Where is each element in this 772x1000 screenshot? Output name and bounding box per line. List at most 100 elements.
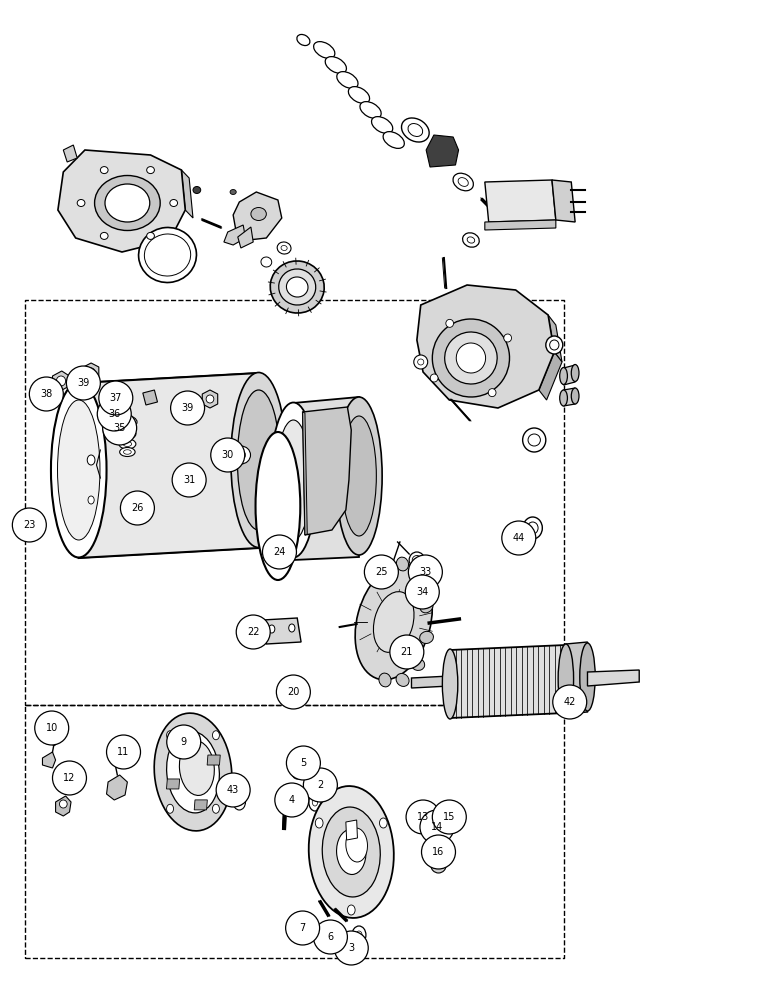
Polygon shape [539,352,562,400]
Ellipse shape [456,343,486,373]
Ellipse shape [418,582,424,588]
Ellipse shape [170,200,178,207]
Circle shape [303,768,337,802]
Ellipse shape [380,818,388,828]
Ellipse shape [154,713,232,831]
Ellipse shape [546,336,563,354]
Ellipse shape [411,573,424,586]
Ellipse shape [453,173,473,191]
Ellipse shape [409,552,425,568]
Text: 5: 5 [300,758,306,768]
Polygon shape [485,220,556,230]
Ellipse shape [256,432,300,580]
Ellipse shape [309,786,394,918]
Ellipse shape [431,857,446,873]
Text: 23: 23 [23,520,36,530]
Ellipse shape [124,442,131,446]
Ellipse shape [360,102,381,118]
Polygon shape [417,285,554,408]
Polygon shape [58,150,185,252]
Ellipse shape [445,332,497,384]
Ellipse shape [147,232,154,239]
Text: 11: 11 [117,747,130,757]
Ellipse shape [206,395,214,403]
Polygon shape [52,371,69,391]
Circle shape [276,675,310,709]
Text: 7: 7 [300,923,306,933]
Ellipse shape [270,261,324,313]
Text: 15: 15 [443,812,455,822]
Circle shape [390,635,424,669]
Ellipse shape [117,752,123,760]
Ellipse shape [87,455,95,465]
Circle shape [211,438,245,472]
Circle shape [29,377,63,411]
Text: 37: 37 [110,393,122,403]
Ellipse shape [124,450,131,454]
Ellipse shape [59,800,67,808]
Ellipse shape [560,367,567,384]
Ellipse shape [396,673,409,686]
Polygon shape [195,800,208,810]
Circle shape [408,555,442,589]
Ellipse shape [408,124,422,136]
Ellipse shape [337,830,366,874]
Ellipse shape [120,448,135,456]
Circle shape [120,491,154,525]
Circle shape [553,685,587,719]
Circle shape [107,735,141,769]
Ellipse shape [527,522,538,534]
Ellipse shape [57,400,100,540]
Ellipse shape [100,232,108,239]
Ellipse shape [94,176,161,231]
Text: 26: 26 [131,503,144,513]
Polygon shape [303,412,307,535]
Polygon shape [181,170,193,218]
Ellipse shape [432,319,510,397]
Circle shape [99,381,133,415]
Ellipse shape [488,389,496,397]
Ellipse shape [467,237,475,243]
Text: 39: 39 [77,378,90,388]
Ellipse shape [117,416,137,428]
Polygon shape [179,734,192,744]
Ellipse shape [523,428,546,452]
Circle shape [35,711,69,745]
Ellipse shape [270,402,317,558]
Ellipse shape [51,382,107,558]
Ellipse shape [119,439,136,449]
Ellipse shape [374,592,414,652]
Text: 34: 34 [416,587,428,597]
Ellipse shape [313,42,335,58]
Text: 42: 42 [564,697,576,707]
Ellipse shape [379,673,391,687]
Polygon shape [262,618,301,644]
Polygon shape [224,225,245,245]
Ellipse shape [325,57,347,73]
Circle shape [171,391,205,425]
Ellipse shape [347,905,355,915]
Text: 16: 16 [432,847,445,857]
Ellipse shape [348,87,370,103]
Ellipse shape [230,190,236,194]
Text: 36: 36 [108,409,120,419]
Polygon shape [564,365,575,385]
Text: 39: 39 [181,403,194,413]
Text: 31: 31 [183,475,195,485]
Ellipse shape [560,390,567,406]
Ellipse shape [445,806,454,818]
Ellipse shape [462,233,479,247]
Text: 3: 3 [348,943,354,953]
Ellipse shape [396,557,408,571]
Ellipse shape [233,794,245,810]
Circle shape [286,911,320,945]
Ellipse shape [422,809,431,821]
Text: 13: 13 [417,812,429,822]
Ellipse shape [458,178,469,186]
Text: 20: 20 [287,687,300,697]
Circle shape [172,463,206,497]
Polygon shape [377,568,394,582]
Polygon shape [587,670,639,686]
Ellipse shape [279,269,316,305]
Text: 22: 22 [247,627,259,637]
